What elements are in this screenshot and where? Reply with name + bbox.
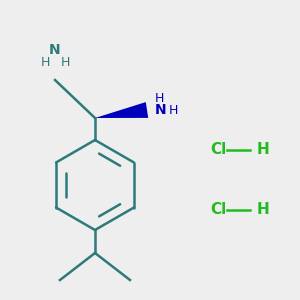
Text: H: H <box>40 56 50 68</box>
Text: Cl: Cl <box>210 202 226 217</box>
Text: Cl: Cl <box>210 142 226 158</box>
Text: H: H <box>60 56 70 68</box>
Text: N: N <box>49 43 61 57</box>
Text: H: H <box>257 202 270 217</box>
Text: H: H <box>155 92 164 104</box>
Text: N: N <box>155 103 166 117</box>
Text: H: H <box>169 103 178 116</box>
Text: H: H <box>257 142 270 158</box>
Polygon shape <box>95 102 148 118</box>
